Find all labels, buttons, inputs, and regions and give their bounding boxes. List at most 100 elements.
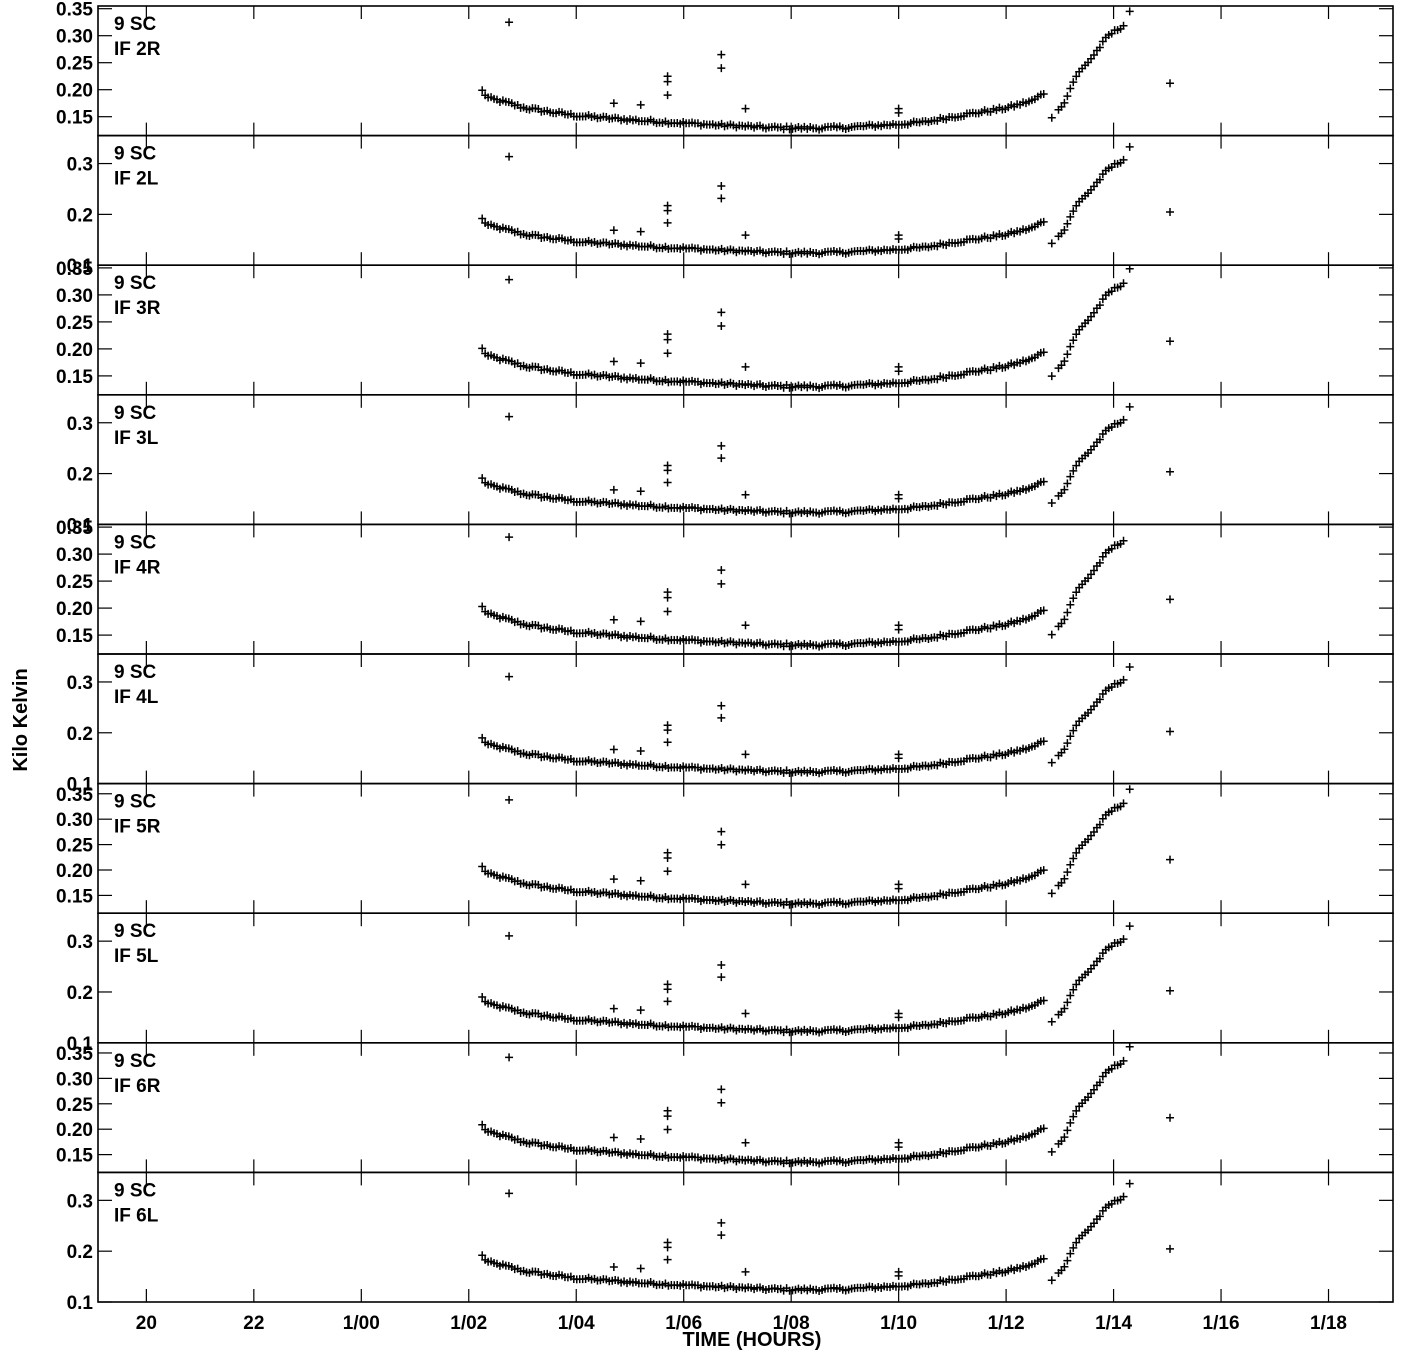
data-point bbox=[717, 182, 726, 191]
data-point bbox=[717, 827, 726, 836]
data-point bbox=[609, 357, 618, 366]
data-point bbox=[1069, 466, 1078, 475]
data-point bbox=[1069, 726, 1078, 735]
data-points bbox=[478, 785, 1174, 909]
data-points bbox=[478, 1042, 1174, 1168]
data-points bbox=[478, 142, 1174, 259]
data-point bbox=[1166, 1244, 1174, 1253]
data-point bbox=[478, 993, 487, 1002]
data-points bbox=[478, 1179, 1174, 1296]
panel-label-if: IF 3R bbox=[114, 298, 161, 319]
data-point bbox=[505, 275, 514, 284]
data-point bbox=[717, 1218, 726, 1227]
data-point bbox=[1047, 113, 1056, 122]
data-point bbox=[1060, 615, 1069, 624]
data-point bbox=[741, 1009, 750, 1018]
data-point bbox=[1095, 695, 1104, 704]
data-point bbox=[636, 100, 645, 109]
data-point bbox=[1069, 336, 1078, 345]
x-tick-label: 1/12 bbox=[988, 1313, 1025, 1334]
data-point bbox=[894, 235, 903, 244]
data-point bbox=[1047, 1276, 1056, 1285]
y-tick-label: 0.15 bbox=[56, 108, 93, 129]
data-point bbox=[1063, 92, 1072, 101]
data-point bbox=[1066, 1249, 1075, 1258]
data-point bbox=[663, 349, 672, 358]
data-point bbox=[741, 1138, 750, 1147]
data-point bbox=[1047, 889, 1056, 898]
data-point bbox=[1047, 758, 1056, 767]
data-point bbox=[1119, 536, 1128, 545]
panel-if-2l: 0.1 0.2 0.3 9 SC IF 2L bbox=[67, 134, 1394, 277]
data-point bbox=[1125, 142, 1134, 151]
data-point bbox=[1039, 90, 1048, 99]
data-point bbox=[1039, 866, 1048, 875]
panel-label-if: IF 2L bbox=[114, 169, 159, 190]
data-point bbox=[1125, 402, 1134, 411]
y-tick-label: 0.3 bbox=[67, 673, 93, 694]
panel-frame bbox=[97, 782, 1394, 914]
data-point bbox=[1063, 998, 1072, 1007]
panel-label-if: IF 6L bbox=[114, 1205, 159, 1226]
data-point bbox=[663, 985, 672, 994]
data-point bbox=[636, 359, 645, 368]
x-tick-label: 20 bbox=[136, 1313, 157, 1334]
data-point bbox=[663, 478, 672, 487]
data-point bbox=[609, 1004, 618, 1013]
y-tick-label: 0.30 bbox=[56, 545, 93, 566]
data-point bbox=[1063, 608, 1072, 617]
data-point bbox=[1047, 239, 1056, 248]
y-tick-label: 0.1 bbox=[67, 775, 94, 796]
panel-label-if: IF 2R bbox=[114, 39, 161, 60]
data-point bbox=[1089, 182, 1098, 191]
data-point bbox=[1047, 1017, 1056, 1026]
y-tick-label: 0.25 bbox=[56, 572, 93, 593]
data-point bbox=[1166, 855, 1174, 864]
data-point bbox=[663, 466, 672, 475]
y-tick-label: 0.20 bbox=[56, 340, 93, 361]
data-point bbox=[1066, 991, 1075, 1000]
data-point bbox=[609, 99, 618, 108]
data-point bbox=[894, 1013, 903, 1022]
data-point bbox=[1119, 799, 1128, 808]
y-tick-label: 0.1 bbox=[67, 515, 94, 536]
x-tick-label: 1/04 bbox=[558, 1313, 595, 1334]
data-point bbox=[478, 474, 487, 483]
panel-if-4l: 0.1 0.2 0.3 9 SC IF 4L bbox=[67, 653, 1394, 796]
data-point bbox=[1060, 874, 1069, 883]
data-points bbox=[478, 7, 1174, 134]
panel-frame bbox=[97, 912, 1394, 1044]
x-tick-label: 1/06 bbox=[665, 1313, 702, 1334]
x-axis-title: TIME (HOURS) bbox=[683, 1329, 822, 1351]
y-tick-label: 0.15 bbox=[56, 886, 93, 907]
panel-if-5r: 0.15 0.20 0.25 0.30 0.35 9 SC IF 5R bbox=[56, 782, 1394, 914]
data-point bbox=[1060, 1133, 1069, 1142]
data-point bbox=[1066, 600, 1075, 609]
data-point bbox=[609, 875, 618, 884]
panel-if-3r: 0.15 0.20 0.25 0.30 0.35 9 SC IF 3R bbox=[56, 259, 1394, 396]
data-point bbox=[894, 884, 903, 893]
data-point bbox=[1066, 212, 1075, 221]
data-point bbox=[1166, 595, 1174, 604]
y-tick-label: 0.2 bbox=[67, 205, 93, 226]
data-point bbox=[505, 152, 514, 161]
data-point bbox=[717, 840, 726, 849]
panel-label-if: IF 4L bbox=[114, 687, 159, 708]
data-point bbox=[741, 880, 750, 889]
x-tick-label: 1/18 bbox=[1310, 1313, 1347, 1334]
y-tick-label: 0.30 bbox=[56, 286, 93, 307]
x-tick-label: 1/10 bbox=[880, 1313, 917, 1334]
data-point bbox=[1125, 785, 1134, 794]
panel-label-if: IF 5L bbox=[114, 946, 159, 967]
y-tick-label: 0.35 bbox=[56, 0, 93, 21]
data-point bbox=[1066, 1118, 1075, 1127]
data-point bbox=[717, 454, 726, 463]
y-tick-label: 0.30 bbox=[56, 1069, 93, 1090]
data-point bbox=[663, 726, 672, 735]
data-point bbox=[717, 566, 726, 575]
y-tick-label: 0.15 bbox=[56, 367, 93, 388]
data-point bbox=[717, 322, 726, 331]
data-point bbox=[1072, 72, 1081, 81]
x-tick-label: 1/08 bbox=[773, 1313, 810, 1334]
data-point bbox=[505, 18, 514, 27]
